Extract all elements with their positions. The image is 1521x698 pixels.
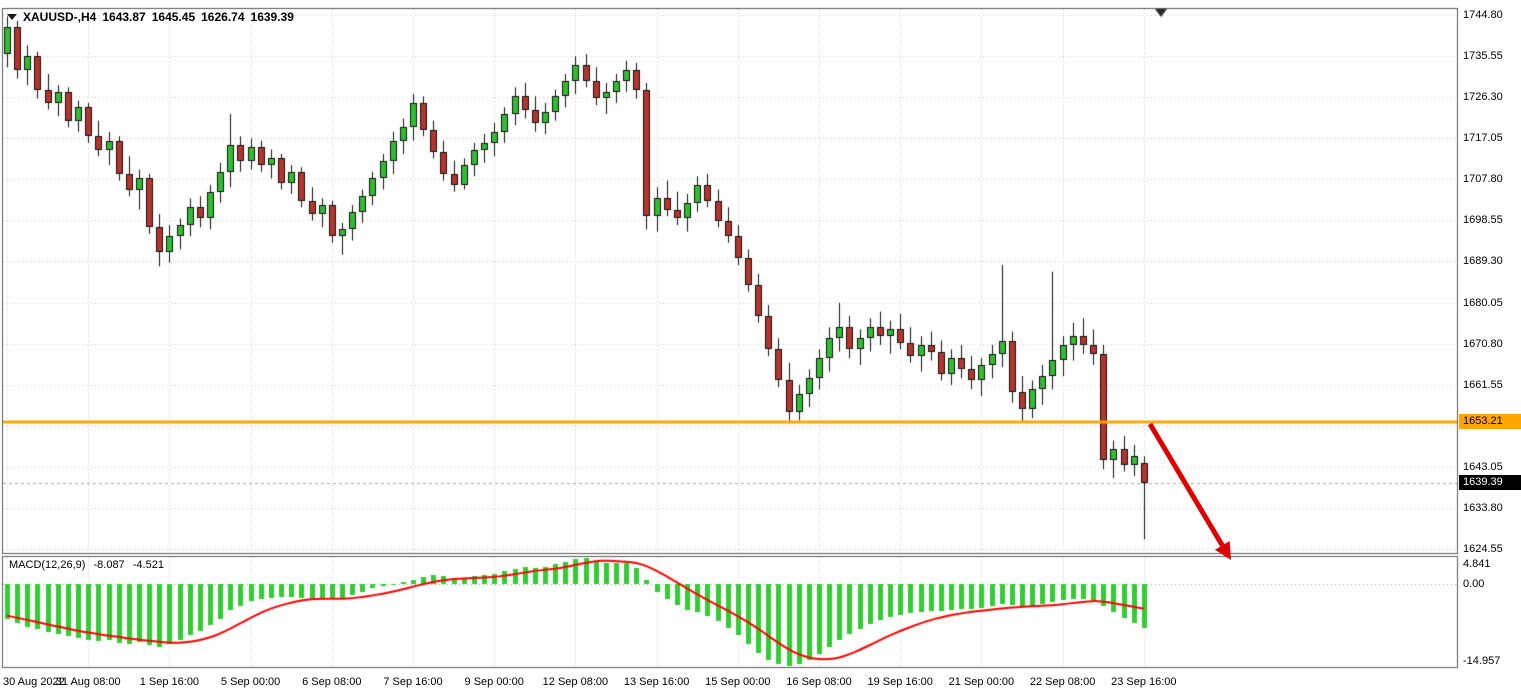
macd-name: MACD(12,26,9)	[9, 559, 86, 571]
price-axis-label: 1689.30	[1463, 255, 1503, 268]
time-axis[interactable]: 30 Aug 2022 31 Aug 08:00 1 Sep 16:00 5 Sep …	[0, 670, 1462, 698]
price-axis-label: 1643.05	[1463, 460, 1503, 473]
symbol-dropdown-icon[interactable]	[7, 14, 17, 20]
ohlc-open: 1643.87	[102, 10, 146, 24]
macd-main-value: -8.087	[93, 559, 125, 571]
price-axis-label: 1726.30	[1463, 91, 1503, 104]
time-axis-label: 13 Sep 16:00	[623, 676, 690, 688]
macd-signal-value: -4.521	[132, 559, 164, 571]
time-axis-label: 23 Sep 16:00	[1111, 676, 1177, 688]
price-axis-label: 1717.05	[1463, 132, 1503, 145]
price-axis-label: 1633.80	[1463, 501, 1503, 514]
trend-arrow-shaft[interactable]	[1147, 422, 1225, 547]
ohlc-low: 1626.74	[201, 10, 245, 24]
price-axis-label: 1661.55	[1463, 378, 1503, 391]
price-axis[interactable]: 1744.80 1735.55 1726.30 1717.05 1707.80 1698.…	[1463, 0, 1520, 698]
time-axis-label: 9 Sep 00:00	[464, 676, 524, 688]
price-axis-label: 1670.80	[1463, 337, 1503, 350]
macd-axis-label: -14.957	[1463, 655, 1501, 667]
ohlc-high: 1645.45	[151, 10, 196, 24]
time-axis-label: 1 Sep 16:00	[139, 676, 200, 688]
macd-indicator-label: MACD(12,26,9) -8.087 -4.521	[9, 559, 169, 571]
trend-arrow-head[interactable]	[1214, 541, 1231, 560]
macd-axis-label: 4.841	[1463, 558, 1491, 570]
symbol-timeframe-label: XAUUSD-,H4	[23, 10, 97, 24]
macd-axis-label: 0.00	[1463, 578, 1485, 590]
time-axis-label: 12 Sep 08:00	[542, 676, 609, 688]
ohlc-close: 1639.39	[250, 10, 294, 24]
current-price-badge: 1639.39	[1459, 475, 1521, 491]
price-axis-label: 1624.55	[1463, 543, 1503, 555]
time-axis-label: 19 Sep 16:00	[867, 676, 933, 688]
time-axis-label: 30 Aug 2022	[3, 676, 65, 688]
price-axis-label: 1698.55	[1463, 214, 1503, 227]
price-axis-label: 1744.80	[1463, 9, 1503, 21]
time-axis-label: 31 Aug 08:00	[55, 676, 121, 688]
time-axis-label: 7 Sep 16:00	[383, 676, 443, 688]
price-axis-label: 1707.80	[1463, 173, 1503, 186]
time-axis-label: 15 Sep 00:00	[705, 676, 771, 688]
time-axis-label: 16 Sep 08:00	[786, 676, 852, 688]
macd-axis[interactable]: 4.841 0.00 -14.957	[1463, 0, 1520, 698]
time-axis-label: 6 Sep 08:00	[302, 676, 362, 688]
price-axis-label: 1680.05	[1463, 296, 1503, 309]
hline-price-badge: 1653.21	[1459, 413, 1521, 429]
time-axis-label: 22 Sep 08:00	[1029, 676, 1096, 688]
time-axis-label: 21 Sep 00:00	[948, 676, 1015, 688]
time-axis-label: 5 Sep 00:00	[220, 676, 281, 688]
chart-info-line: XAUUSD-,H4 1643.87 1645.45 1626.74 1639.…	[7, 10, 294, 24]
price-axis-label: 1735.55	[1463, 50, 1503, 63]
